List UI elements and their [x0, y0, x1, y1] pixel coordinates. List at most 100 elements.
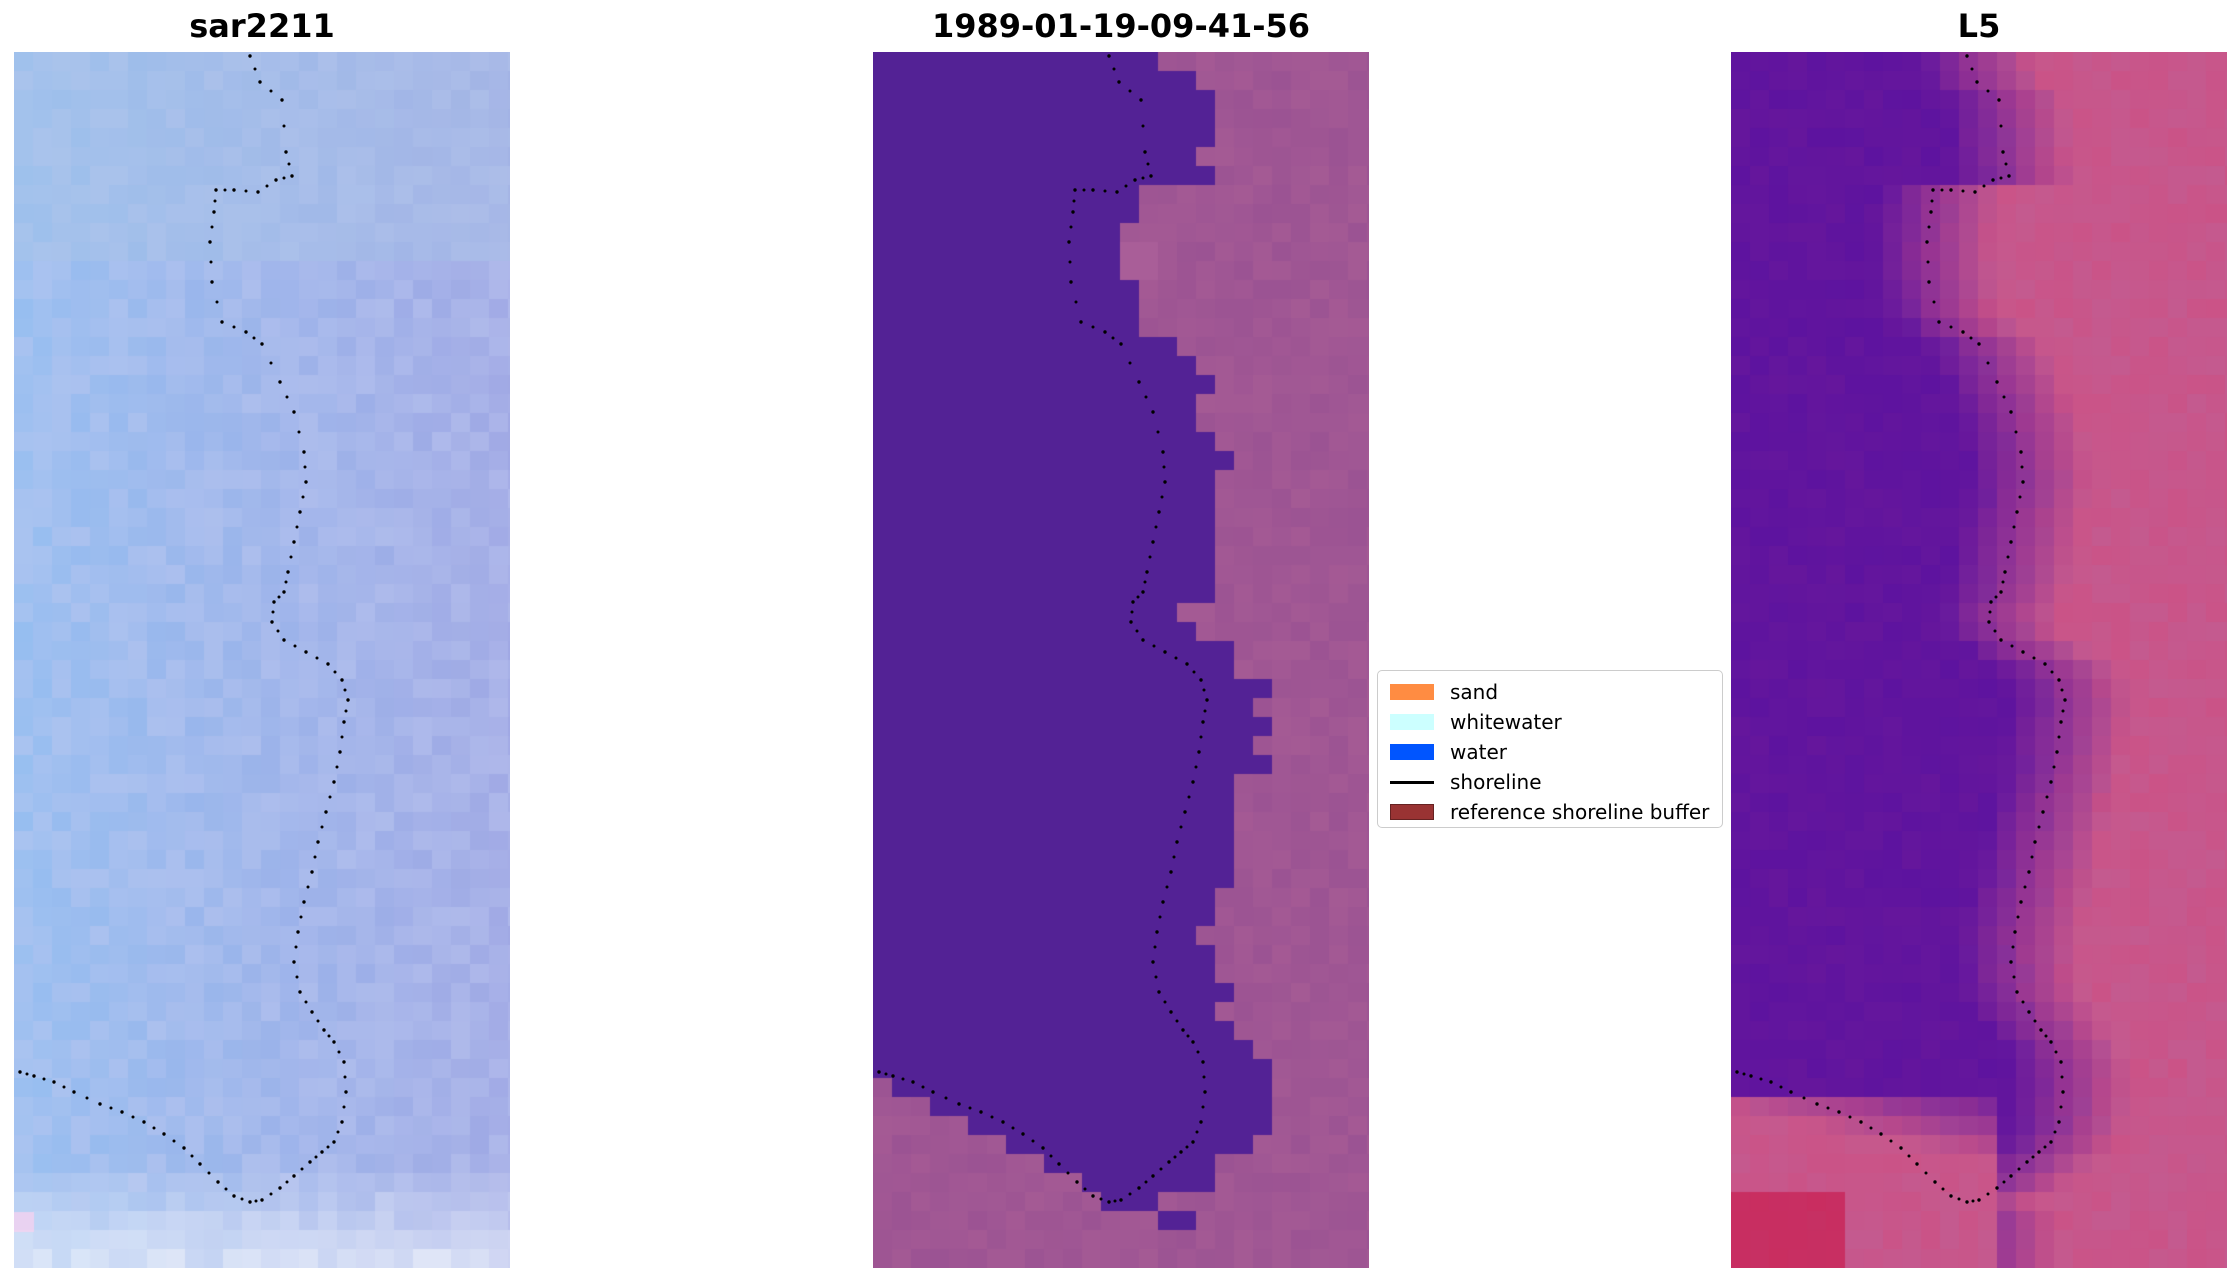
- shoreline-point: [1049, 1154, 1053, 1158]
- shoreline-point: [216, 1180, 220, 1184]
- shoreline-point: [248, 54, 252, 58]
- shoreline-point: [1915, 1162, 1919, 1166]
- shoreline-point: [284, 580, 288, 584]
- shoreline-point: [2060, 1075, 2064, 1079]
- shoreline-point: [1141, 176, 1145, 180]
- shoreline-point: [2001, 580, 2005, 584]
- shoreline-point: [1151, 1174, 1155, 1178]
- shoreline-point: [232, 188, 236, 192]
- shoreline-point: [1197, 750, 1201, 754]
- shoreline-point: [182, 1146, 186, 1150]
- shoreline-point: [1995, 380, 1999, 384]
- shoreline-point: [1169, 1010, 1173, 1014]
- shoreline-point: [1066, 1171, 1070, 1175]
- shoreline-point: [2049, 780, 2053, 784]
- shoreline-point: [1107, 54, 1111, 58]
- shoreline-point: [62, 1085, 66, 1089]
- shoreline-point: [957, 1102, 961, 1106]
- shoreline-point: [1179, 825, 1183, 829]
- shoreline-point: [1074, 300, 1078, 304]
- shoreline-point: [1997, 98, 2001, 102]
- shoreline-point: [931, 1090, 935, 1094]
- shoreline-point: [2031, 1155, 2035, 1159]
- shoreline-point: [2043, 1145, 2047, 1149]
- shoreline-point: [25, 1072, 29, 1076]
- shoreline-point: [1113, 1199, 1117, 1203]
- shoreline-point: [209, 260, 213, 264]
- shoreline-point: [284, 150, 288, 154]
- shoreline-point: [1889, 1139, 1893, 1143]
- l5-image-panel: [1731, 52, 2227, 1268]
- shoreline-overlay: [1735, 54, 2067, 1204]
- sand-swatch: [1390, 684, 1434, 700]
- shoreline-point: [2057, 735, 2061, 739]
- shoreline-point: [1826, 1106, 1830, 1110]
- shoreline-point: [1191, 780, 1195, 784]
- shoreline-point: [303, 465, 307, 469]
- shoreline-line-swatch: [1390, 780, 1434, 784]
- sar-image-panel: [14, 52, 510, 1268]
- shoreline-point: [1199, 1120, 1203, 1124]
- shoreline-point: [293, 644, 297, 648]
- shoreline-point: [2059, 1105, 2063, 1109]
- shoreline-point: [1163, 480, 1167, 484]
- shoreline-point: [1103, 330, 1107, 334]
- shoreline-point: [2019, 900, 2023, 904]
- shoreline-point: [2021, 650, 2025, 654]
- shoreline-point: [215, 300, 219, 304]
- shoreline-point: [2063, 698, 2067, 702]
- shoreline-point: [1069, 280, 1073, 284]
- shoreline-point: [877, 1070, 881, 1074]
- shoreline-point: [1940, 188, 1944, 192]
- shoreline-point: [1137, 1186, 1141, 1190]
- shoreline-point: [2001, 150, 2005, 154]
- shoreline-point: [2016, 915, 2020, 919]
- shoreline-point: [1179, 1150, 1183, 1154]
- shoreline-point: [2033, 1019, 2037, 1023]
- shoreline-point: [292, 960, 296, 964]
- water-swatch: [1390, 744, 1434, 760]
- shoreline-point: [313, 855, 317, 859]
- shoreline-point: [304, 1000, 308, 1004]
- shoreline-point: [1202, 1075, 1206, 1079]
- shoreline-point: [1185, 662, 1189, 666]
- shoreline-point: [1173, 1155, 1177, 1159]
- shoreline-point: [1202, 688, 1206, 692]
- shoreline-point: [292, 1174, 296, 1178]
- shoreline-point: [1999, 176, 2003, 180]
- shoreline-point: [921, 1085, 925, 1089]
- shoreline-point: [1041, 1146, 1045, 1150]
- shoreline-point: [265, 184, 269, 188]
- shoreline-point: [2021, 1000, 2025, 1004]
- shoreline-point: [1191, 1040, 1195, 1044]
- shoreline-point: [340, 1120, 344, 1124]
- shoreline-point: [290, 174, 294, 178]
- shoreline-point: [1949, 1194, 1953, 1198]
- shoreline-point: [344, 709, 348, 713]
- shoreline-point: [210, 225, 214, 229]
- shoreline-point: [172, 1139, 176, 1143]
- shoreline-point: [244, 330, 248, 334]
- shoreline-point: [287, 162, 291, 166]
- shoreline-point: [1931, 188, 1935, 192]
- shoreline-point: [342, 720, 346, 724]
- shoreline-point: [1091, 325, 1095, 329]
- shoreline-point: [1927, 280, 1931, 284]
- shoreline-point: [1987, 620, 1991, 624]
- shoreline-point: [223, 188, 227, 192]
- shoreline-point: [1199, 735, 1203, 739]
- shoreline-point: [332, 1140, 336, 1144]
- shoreline-point: [98, 1102, 102, 1106]
- shoreline-point: [2050, 670, 2054, 674]
- shoreline-point: [208, 240, 212, 244]
- shoreline-point: [286, 570, 290, 574]
- shoreline-point: [1082, 188, 1086, 192]
- shoreline-point: [1195, 1130, 1199, 1134]
- shoreline-point: [1971, 1199, 1975, 1203]
- shoreline-point: [2004, 162, 2008, 166]
- shoreline-point: [335, 765, 339, 769]
- shoreline-point: [1203, 709, 1207, 713]
- shoreline-point: [320, 1150, 324, 1154]
- shoreline-point: [1031, 1139, 1035, 1143]
- shoreline-point: [1136, 595, 1140, 599]
